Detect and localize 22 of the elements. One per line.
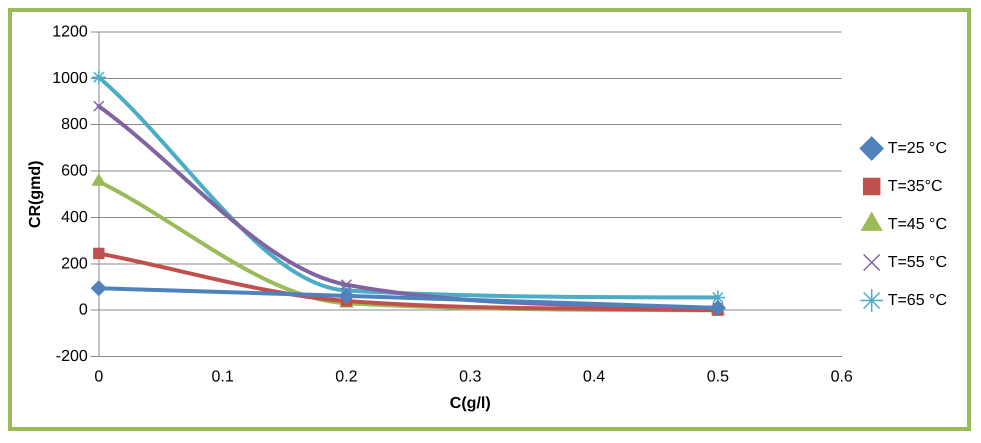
x-tick-label: 0.3 [459, 368, 482, 386]
legend-label: T=55 °C [888, 254, 947, 271]
legend-label: T=35°C [888, 178, 943, 195]
x-tick-label: 0.6 [830, 368, 853, 386]
legend-label: T=65 °C [888, 292, 947, 309]
y-tick-label: -200 [56, 348, 88, 366]
legend-label: T=45 °C [888, 216, 947, 233]
x-axis-title: C(g/l) [450, 394, 491, 412]
y-tick-label: 400 [61, 208, 88, 226]
y-tick-label: 800 [61, 116, 88, 134]
x-tick-label: 0.4 [582, 368, 606, 386]
x-tick-label: 0.2 [335, 368, 358, 386]
y-tick-label: 1000 [52, 70, 88, 87]
y-tick-label: 600 [61, 162, 88, 180]
y-tick-label: 200 [61, 255, 88, 272]
y-tick-label: 0 [78, 302, 88, 319]
x-tick-label: 0 [94, 368, 104, 386]
y-tick-label: 1200 [52, 23, 88, 40]
x-tick-label: 0.5 [706, 368, 730, 386]
legend-label: T=25 °C [888, 140, 947, 157]
y-axis-title: CR(gmd) [27, 160, 44, 228]
x-tick-label: 0.1 [211, 368, 234, 386]
